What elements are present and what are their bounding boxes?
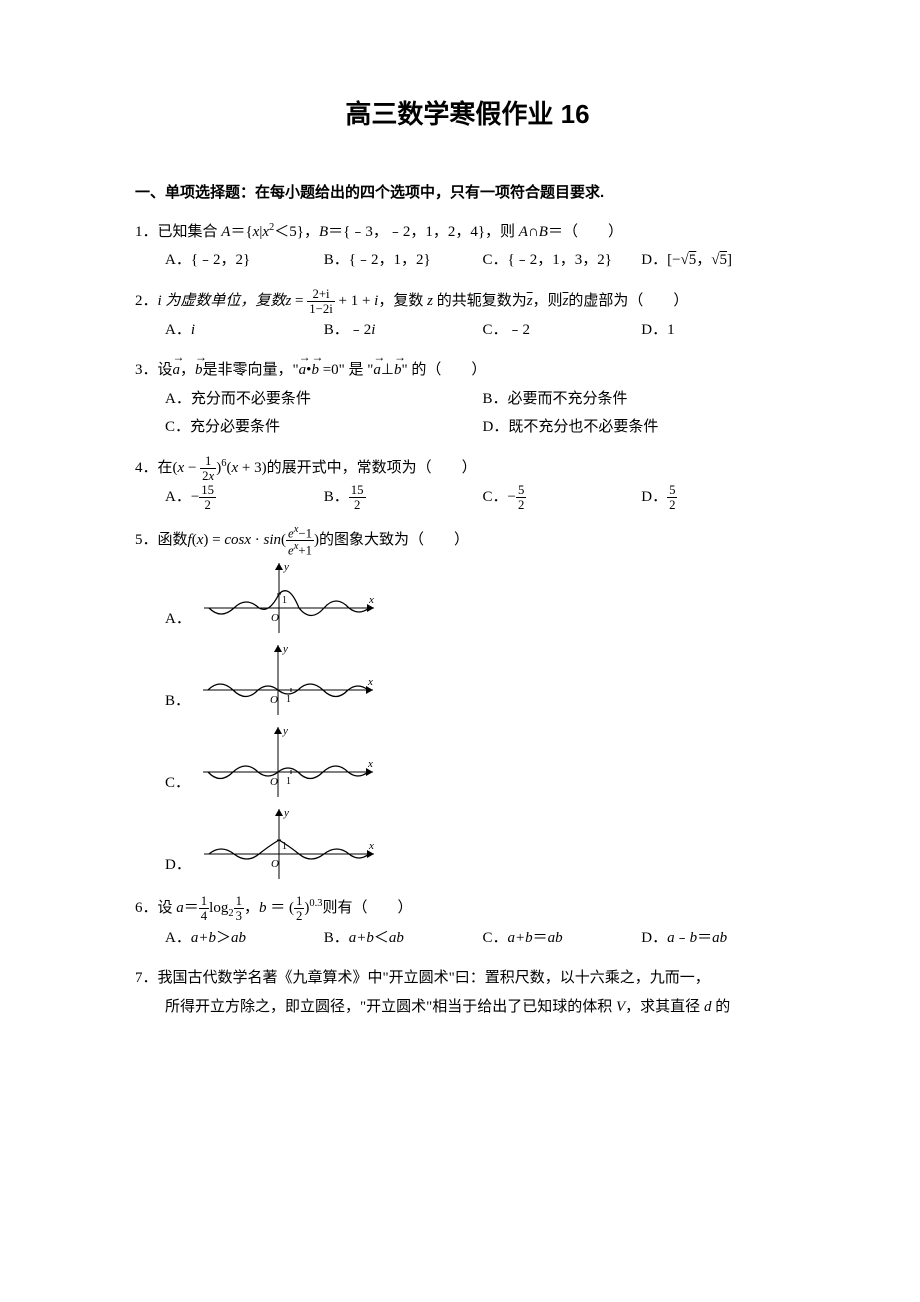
question-6: 6．设 a＝14log213，b ＝ (12)0.3则有（ ） A．a+b＞ab… (135, 894, 800, 952)
q-number: 1． (135, 224, 158, 240)
option-a: A．−152 (165, 483, 324, 512)
q-number: 3． (135, 362, 158, 378)
svg-text:O: O (271, 612, 279, 624)
q-number: 4． (135, 460, 158, 476)
svg-text:y: y (283, 561, 289, 573)
question-4: 4．在(x − 12x)6(x + 3)的展开式中，常数项为（ ） A．−152… (135, 454, 800, 512)
option-b: B．必要而不充分条件 (483, 385, 801, 414)
option-a: A．充分而不必要条件 (165, 385, 483, 414)
svg-text:1: 1 (286, 776, 291, 787)
svg-text:O: O (270, 776, 278, 788)
q-number: 5． (135, 532, 158, 548)
option-a: A．i (165, 316, 324, 345)
option-d: D．52 (641, 483, 800, 512)
q4-options: A．−152 B．152 C．−52 D．52 (135, 483, 800, 512)
option-b: B．﹣2i (324, 316, 483, 345)
section-header: 一、单项选择题：在每小题给出的四个选项中，只有一项符合题目要求. (135, 179, 800, 208)
question-2: 2．i 为虚数单位，复数z = 2+i1−2i + 1 + i，复数 z 的共轭… (135, 287, 800, 345)
option-c: C．{﹣2，1，3，2} (483, 246, 642, 275)
question-7: 7．我国古代数学名著《九章算术》中"开立圆术"曰：置积尺数，以十六乘之，九而一，… (135, 964, 800, 1021)
q5-graph-c: C． O x y 1 (135, 722, 800, 800)
option-d: D．既不充分也不必要条件 (483, 413, 801, 442)
svg-text:y: y (282, 643, 288, 655)
q-number: 7． (135, 970, 158, 986)
q5-graph-b: B． O x y 1 (135, 640, 800, 718)
svg-text:x: x (368, 840, 374, 852)
option-b: B．a+b＜ab (324, 924, 483, 953)
option-b: B．{﹣2，1，2} (324, 246, 483, 275)
option-c: C．−52 (483, 483, 642, 512)
q5-graph-d: D． O x y 1 (135, 804, 800, 882)
option-a: A．{﹣2，2} (165, 246, 324, 275)
option-d: D．a﹣b＝ab (641, 924, 800, 953)
svg-text:1: 1 (282, 595, 287, 606)
q-number: 2． (135, 293, 158, 309)
option-c: C．充分必要条件 (165, 413, 483, 442)
page-title: 高三数学寒假作业 16 (135, 90, 800, 139)
question-3: 3．设a，b是非零向量，"a•b =0" 是 "a⊥b" 的（ ） A．充分而不… (135, 356, 800, 442)
question-1: 1．已知集合 A＝{x|x2＜5}，B＝{﹣3，﹣2，1，2，4}，则 A∩B＝… (135, 218, 800, 275)
q3-options: A．充分而不必要条件 B．必要而不充分条件 C．充分必要条件 D．既不充分也不必… (135, 385, 800, 442)
svg-text:x: x (368, 594, 374, 606)
option-d: D．[−√5，√5] (641, 246, 800, 275)
svg-text:x: x (367, 676, 373, 688)
option-c: C．﹣2 (483, 316, 642, 345)
q5-graph-a: A． O x y 1 (135, 558, 800, 636)
option-c: C．a+b＝ab (483, 924, 642, 953)
svg-text:x: x (367, 758, 373, 770)
option-b: B．152 (324, 483, 483, 512)
svg-text:1: 1 (286, 694, 291, 705)
svg-text:O: O (271, 858, 279, 870)
svg-text:y: y (283, 807, 289, 819)
svg-text:O: O (270, 694, 278, 706)
option-a: A．a+b＞ab (165, 924, 324, 953)
q1-options: A．{﹣2，2} B．{﹣2，1，2} C．{﹣2，1，3，2} D．[−√5，… (135, 246, 800, 275)
q-number: 6． (135, 900, 158, 916)
q2-options: A．i B．﹣2i C．﹣2 D．1 (135, 316, 800, 345)
question-5: 5．函数f(x) = cosx · sin(ex−1ex+1)的图象大致为（ ）… (135, 524, 800, 882)
svg-text:y: y (282, 725, 288, 737)
option-d: D．1 (641, 316, 800, 345)
q6-options: A．a+b＞ab B．a+b＜ab C．a+b＝ab D．a﹣b＝ab (135, 924, 800, 953)
